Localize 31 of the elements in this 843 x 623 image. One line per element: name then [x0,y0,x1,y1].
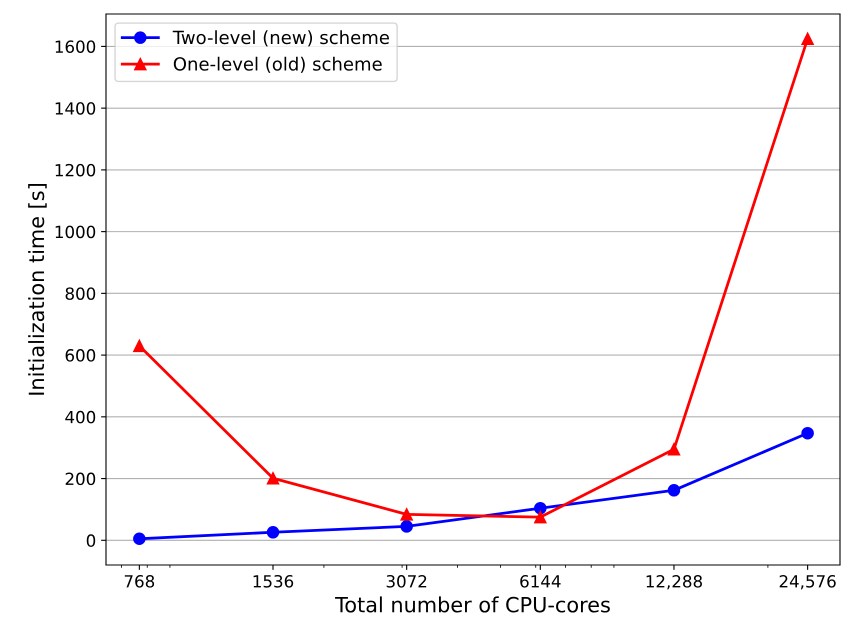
y-axis-title: Initialization time [s] [28,184,47,395]
x-tick-label: 12,288 [646,575,702,590]
y-tick-label: 1400 [56,102,96,115]
point [400,520,413,533]
y-tick-label: 800 [66,287,96,300]
point [400,508,413,521]
x-tick-label: 768 [124,575,154,588]
point [668,442,680,456]
point [266,526,280,539]
x-tick-label: 6144 [520,575,561,588]
y-tick-label: 1000 [56,226,96,238]
point [133,532,146,546]
legend-label: One-level (old) scheme [174,56,382,73]
x-tick-label: 24,576 [780,575,836,590]
y-tick-label: 400 [65,410,96,424]
point [668,484,680,497]
legend-label: Two-level (new) scheme [172,30,389,46]
point [133,340,146,352]
y-tick-label: 600 [66,349,96,362]
y-tick-label: 1200 [56,164,96,176]
y-tick-label: 200 [66,472,96,486]
point [266,472,280,485]
point [534,502,547,514]
y-tick-label: 1600 [56,40,96,53]
y-tick-label: 0 [86,534,96,547]
x-axis-title: Total number of CPU-cores [335,596,610,613]
point [801,426,814,440]
x-tick-label: 3072 [386,575,426,588]
x-tick-label: 1536 [254,575,294,588]
point [534,510,547,524]
point [801,32,814,45]
